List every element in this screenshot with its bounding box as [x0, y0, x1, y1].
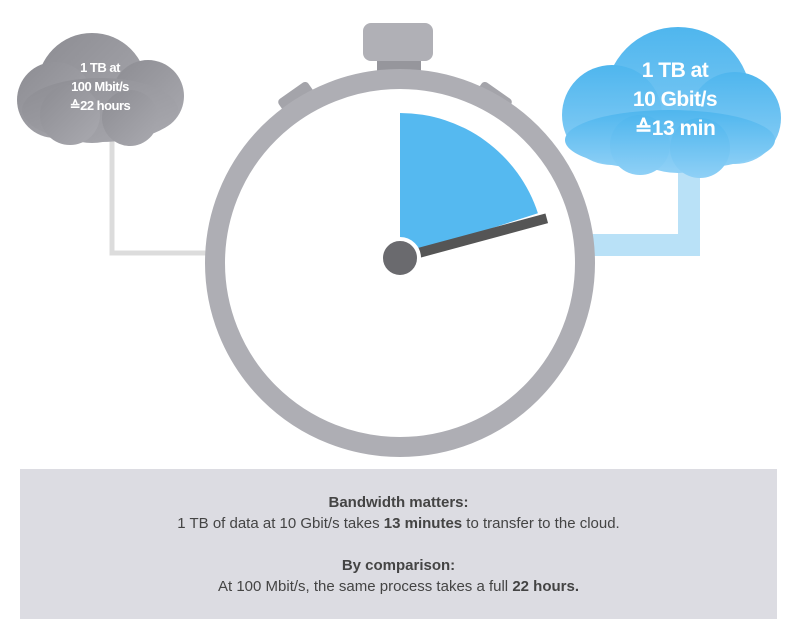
p2-bold: 22 hours.: [512, 578, 579, 595]
right-cloud-label: 1 TB at 10 Gbit/s ≙13 min: [570, 56, 780, 143]
elapsed-sector: [400, 113, 538, 258]
p1-text-end: to transfer to the cloud.: [462, 515, 620, 532]
left-cloud-line1: 1 TB at: [80, 60, 120, 75]
left-cloud-line3: ≙22 hours: [69, 98, 131, 113]
info-paragraph-1: 1 TB of data at 10 Gbit/s takes 13 minut…: [20, 513, 777, 534]
p1-text: 1 TB of data at 10 Gbit/s takes: [177, 515, 384, 532]
left-cloud-label: 1 TB at 100 Mbit/s ≙22 hours: [20, 58, 180, 115]
hand-hub: [379, 237, 421, 279]
right-connector-line: [575, 150, 700, 256]
info-heading-1: Bandwidth matters:: [328, 494, 469, 511]
p2-text: At 100 Mbit/s, the same process takes a …: [218, 578, 513, 595]
info-heading-2: By comparison:: [341, 557, 456, 574]
stopwatch-hand: [398, 213, 549, 263]
right-cloud-icon: [562, 27, 781, 178]
crown-button: [363, 23, 433, 61]
right-cloud-line1: 1 TB at: [641, 59, 709, 82]
info-panel: Bandwidth matters: 1 TB of data at 10 Gb…: [20, 469, 777, 619]
p1-bold: 13 minutes: [383, 515, 463, 532]
left-cloud-line2: 100 Mbit/s: [71, 79, 129, 94]
left-cloud-icon: [17, 33, 184, 146]
right-cloud-line3: ≙13 min: [634, 117, 716, 140]
right-cloud-line2: 10 Gbit/s: [632, 88, 718, 111]
left-connector-line: [109, 125, 225, 256]
info-paragraph-2: At 100 Mbit/s, the same process takes a …: [20, 576, 777, 597]
